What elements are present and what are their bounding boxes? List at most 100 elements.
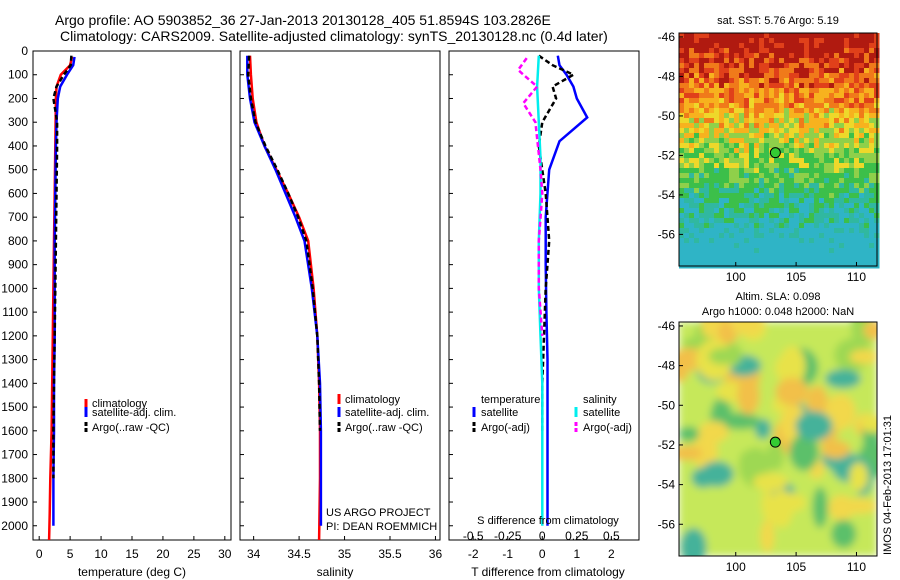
sst-cell <box>849 213 855 219</box>
sst-cell <box>809 103 815 109</box>
sst-cell <box>759 158 765 164</box>
sla-blob <box>698 421 729 443</box>
sst-cell <box>849 188 855 194</box>
sst-cell <box>689 198 695 204</box>
sst-cell <box>709 113 715 119</box>
sst-cell <box>759 138 765 144</box>
sst-cell <box>784 148 790 154</box>
sst-cell <box>819 188 825 194</box>
sst-cell <box>799 73 805 79</box>
depth-tick-label: 300 <box>8 115 28 129</box>
sst-cell <box>769 78 775 84</box>
sst-map-axes: 100 105 110-46-48-50-52-54-56 <box>658 30 867 284</box>
sst-cell <box>684 73 690 79</box>
sst-cell <box>834 158 840 164</box>
sst-cell <box>779 223 785 229</box>
map-y-tick-label: -54 <box>658 478 676 492</box>
sst-cell <box>849 108 855 114</box>
sst-cell <box>839 68 845 74</box>
sst-heatmap <box>679 33 880 269</box>
sst-cell <box>689 43 695 49</box>
sst-cell <box>724 73 730 79</box>
sst-cell <box>794 133 800 139</box>
sla-blob <box>812 486 828 529</box>
sst-cell <box>734 93 740 99</box>
sst-cell <box>704 88 710 94</box>
sst-cell <box>689 148 695 154</box>
sst-cell <box>804 228 810 234</box>
sst-cell <box>759 38 765 44</box>
sst-cell <box>739 238 745 244</box>
sst-cell <box>764 103 770 109</box>
depth-tick-label: 800 <box>8 234 28 248</box>
sst-cell <box>759 48 765 54</box>
map-y-tick-label: -56 <box>658 517 676 531</box>
sst-cell <box>779 213 785 219</box>
sst-cell <box>844 68 850 74</box>
sst-cell <box>684 208 690 214</box>
sla-blob <box>766 440 785 471</box>
sst-cell <box>819 208 825 214</box>
depth-tick-label: 1700 <box>1 448 28 462</box>
sst-cell <box>684 163 690 169</box>
sst-cell <box>869 88 875 94</box>
sst-cell <box>769 38 775 44</box>
sst-map-panel: sat. SST: 5.76 Argo: 5.19 100 105 110-46-4… <box>658 15 880 284</box>
sst-cell <box>834 68 840 74</box>
sst-cell <box>804 233 810 239</box>
sst-cell <box>789 33 795 39</box>
sst-cell <box>734 228 740 234</box>
sst-cell <box>824 163 830 169</box>
sst-cell <box>859 43 865 49</box>
sst-cell <box>864 88 870 94</box>
sst-cell <box>794 58 800 64</box>
sst-cell <box>789 233 795 239</box>
sst-cell <box>739 108 745 114</box>
sst-cell <box>814 243 820 249</box>
sst-cell <box>834 218 840 224</box>
legend-s-satellite: satellite <box>583 407 620 419</box>
sst-cell <box>749 58 755 64</box>
sst-cell <box>864 173 870 179</box>
sst-cell <box>819 228 825 234</box>
sst-cell <box>724 193 730 199</box>
sst-cell <box>864 218 870 224</box>
sst-cell <box>709 248 715 254</box>
sst-cell <box>869 253 875 259</box>
sst-cell <box>814 33 820 39</box>
sst-cell <box>779 193 785 199</box>
sst-cell <box>754 93 760 99</box>
sst-cell <box>764 53 770 59</box>
series-argo-raw-qc- <box>52 55 73 479</box>
sst-cell <box>854 133 860 139</box>
sst-cell <box>849 88 855 94</box>
sst-cell <box>739 118 745 124</box>
sst-cell <box>819 53 825 59</box>
sst-cell <box>734 43 740 49</box>
sst-cell <box>734 63 740 69</box>
sst-cell <box>749 123 755 129</box>
sst-cell <box>709 138 715 144</box>
sst-cell <box>774 38 780 44</box>
sst-cell <box>709 143 715 149</box>
sst-cell <box>804 133 810 139</box>
sst-cell <box>834 58 840 64</box>
sst-cell <box>854 208 860 214</box>
sst-cell <box>804 73 810 79</box>
sst-cell <box>869 168 875 174</box>
sst-cell <box>774 83 780 89</box>
temperature-lines <box>47 55 76 541</box>
sst-cell <box>719 258 725 264</box>
sst-cell <box>764 113 770 119</box>
depth-tick-label: 700 <box>8 210 28 224</box>
sst-cell <box>769 133 775 139</box>
sst-cell <box>844 38 850 44</box>
sst-cell <box>814 248 820 254</box>
sst-cell <box>864 138 870 144</box>
sst-cell <box>854 193 860 199</box>
sst-cell <box>719 243 725 249</box>
sst-cell <box>869 248 875 254</box>
sst-cell <box>749 93 755 99</box>
sst-cell <box>864 258 870 264</box>
sst-cell <box>709 228 715 234</box>
